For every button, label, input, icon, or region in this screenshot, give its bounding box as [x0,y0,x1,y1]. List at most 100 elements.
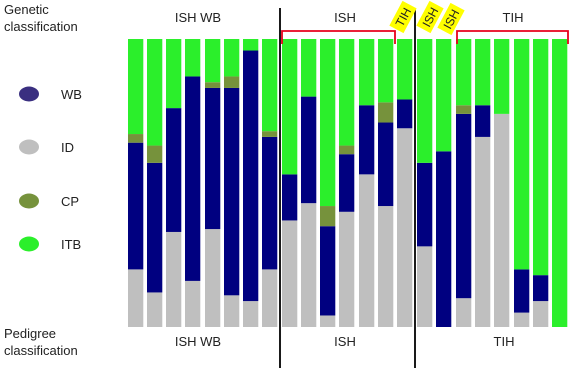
bottom-label-3: TIH [494,334,515,349]
bar-18-id [456,298,472,327]
bar-4-itb [185,39,201,77]
bar-1-id [128,269,144,327]
tag-1: TIH [389,0,417,34]
bar-10-id [301,203,317,327]
bar-18-itb [456,39,472,106]
bar-14-id [378,206,394,327]
bar-8-id [262,269,278,327]
bar-11-itb [320,39,336,207]
bottom-labels: ISH WB ISH TIH [175,334,515,349]
bar-15-wb [397,99,413,129]
top-labels: ISH WB ISH TIH [175,10,524,25]
bar-11-wb [320,226,336,316]
legend-swatch-wb [19,86,39,102]
bar-1-wb [128,142,144,270]
bar-16-id [417,246,433,327]
top-label-2: ISH [334,10,356,25]
bar-8-itb [262,39,278,132]
bar-20-id [494,113,510,327]
bar-19-itb [475,39,491,106]
bar-6-id [224,295,240,327]
bar-3-itb [166,39,182,109]
bar-5-id [205,229,221,327]
bar-11-id [320,315,336,327]
bracket-ish [281,30,396,44]
bar-12-id [339,211,355,327]
bar-22-wb [533,275,549,302]
bar-12-wb [339,154,355,212]
bar-10-itb [301,39,317,97]
bar-5-cp [205,82,221,88]
bar-22-itb [533,39,549,276]
bar-2-wb [147,162,163,293]
legend-swatch-cp [19,193,39,209]
group-dividers [279,8,416,368]
bar-7-itb [243,39,259,51]
bar-6-wb [224,87,240,296]
bar-2-itb [147,39,163,146]
bar-6-cp [224,76,240,88]
genetic-classification-text: Genetic [4,2,49,17]
bar-9-wb [282,174,298,221]
legend-label-cp: CP [61,194,79,209]
legend-label-wb: WB [61,87,82,102]
pedigree-classification-text: Pedigree [4,326,56,341]
bar-16-wb [417,162,433,247]
bar-14-wb [378,122,394,207]
bar-22-id [533,301,549,327]
legend-label-id: ID [61,140,74,155]
bar-3-id [166,231,182,327]
genetic-classification-text: classification [4,19,78,34]
bar-4-wb [185,76,201,281]
bar-21-wb [514,269,530,313]
bar-2-id [147,292,163,327]
bar-12-itb [339,39,355,146]
bar-13-id [359,174,375,327]
bar-7-id [243,301,259,327]
bar-19-id [475,136,491,327]
top-label-1: ISH WB [175,10,221,25]
bar-19-wb [475,105,491,137]
legend-label-itb: ITB [61,237,81,252]
bar-8-cp [262,131,278,137]
bar-5-itb [205,39,221,83]
bar-1-itb [128,39,144,135]
bar-16-itb [417,39,433,163]
bar-11-cp [320,206,336,227]
bottom-label-1: ISH WB [175,334,221,349]
bar-13-itb [359,39,375,106]
bar-14-itb [378,39,394,103]
bar-21-itb [514,39,530,270]
bar-14-cp [378,102,394,123]
bar-10-wb [301,96,317,204]
bar-15-id [397,128,413,327]
bar-9-id [282,220,298,327]
tag-background [416,0,444,34]
bars [128,39,568,327]
bar-15-itb [397,39,413,100]
pedigree-classification-text: classification [4,343,78,358]
tags: TIH ISH ISH [389,0,465,36]
tag-background [437,2,465,36]
legend: WB ID CP ITB [19,86,82,252]
bar-5-wb [205,87,221,230]
genetic-classification-label: Genetic classification [4,2,78,34]
bar-18-cp [456,105,472,114]
bar-9-itb [282,39,298,175]
bar-8-wb [262,136,278,270]
legend-swatch-itb [19,236,39,252]
top-label-3: TIH [503,10,524,25]
legend-swatch-id [19,139,39,155]
tag-background [389,0,417,34]
bar-3-wb [166,108,182,232]
bar-2-cp [147,145,163,163]
bracket-tih [456,30,569,44]
bar-23-itb [552,39,568,327]
bar-17-itb [436,39,452,152]
bar-6-itb [224,39,240,77]
bar-12-cp [339,145,355,155]
bar-7-wb [243,50,259,302]
brackets [281,30,569,44]
bar-1-cp [128,134,144,143]
